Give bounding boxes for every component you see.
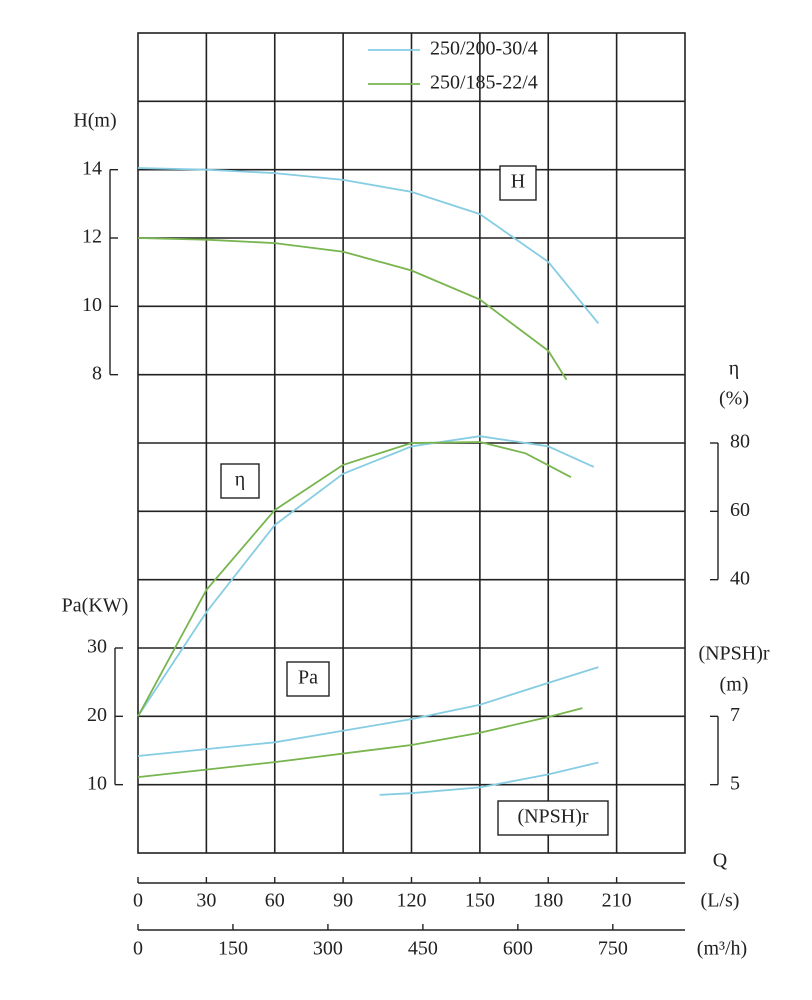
x2-tick-label: 0 <box>133 938 143 960</box>
y-label: (m) <box>720 674 749 696</box>
curve <box>137 435 595 717</box>
y-tick-label: 14 <box>82 157 102 179</box>
x-tick-label: 60 <box>265 890 285 912</box>
x-tick-label: 180 <box>533 890 563 912</box>
y-tick-label: 20 <box>87 704 107 726</box>
y-tick-label: 5 <box>730 772 740 794</box>
x2-tick-label: 300 <box>313 938 343 960</box>
q-unit: (L/s) <box>701 890 740 912</box>
x-tick-label: 120 <box>397 890 427 912</box>
curve <box>137 167 600 324</box>
annotation: (NPSH)r <box>517 806 588 828</box>
x-tick-label: 0 <box>133 890 143 912</box>
y-tick-label: 80 <box>730 431 750 453</box>
x-tick-label: 30 <box>196 890 216 912</box>
annotation: H <box>511 171 525 193</box>
y-tick-label: 10 <box>87 772 107 794</box>
y-label: Pa(KW) <box>62 595 129 617</box>
y-tick-label: 40 <box>730 567 750 589</box>
legend-label: 250/185-22/4 <box>430 72 538 94</box>
y-tick-label: 7 <box>730 704 740 726</box>
annotation: η <box>235 469 245 491</box>
curve <box>137 707 583 778</box>
q2-unit: (m³/h) <box>697 938 747 960</box>
annotation-box <box>286 661 330 697</box>
x-tick-label: 210 <box>602 890 632 912</box>
annotation: Pa <box>298 667 318 689</box>
curve <box>137 666 599 757</box>
y-label: (NPSH)r <box>698 643 769 665</box>
y-tick-label: 8 <box>92 362 102 384</box>
curve <box>137 237 568 381</box>
q-label: Q <box>713 850 728 872</box>
y-tick-label: 10 <box>82 294 102 316</box>
x2-tick-label: 600 <box>503 938 533 960</box>
y-tick-label: 60 <box>730 499 750 521</box>
annotation-box <box>499 165 537 201</box>
y-tick-label: 12 <box>82 226 102 248</box>
curve <box>379 761 599 796</box>
curve <box>137 441 572 717</box>
x2-tick-label: 750 <box>598 938 628 960</box>
annotation-box <box>497 800 609 836</box>
annotation-box <box>220 463 260 499</box>
y-tick-label: 30 <box>87 636 107 658</box>
x2-tick-label: 450 <box>408 938 438 960</box>
y-label: η <box>729 358 739 380</box>
legend-label: 250/200-30/4 <box>430 38 538 60</box>
y-label: (%) <box>719 388 749 410</box>
x-tick-label: 90 <box>333 890 353 912</box>
x2-tick-label: 150 <box>218 938 248 960</box>
y-label: H(m) <box>73 110 116 132</box>
x-tick-label: 150 <box>465 890 495 912</box>
